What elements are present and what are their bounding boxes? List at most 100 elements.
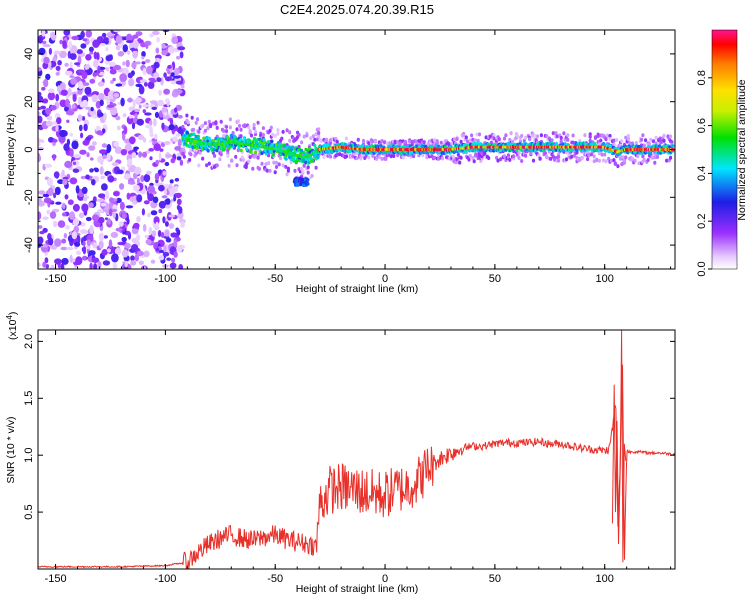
halo-cell [466,139,470,144]
noise-cell [178,264,184,269]
halo-cell [414,139,418,144]
noise-cell [135,61,141,65]
noise-cell [81,255,88,261]
noise-cell [125,59,130,68]
halo-cell [620,139,624,144]
noise-cell [64,224,70,230]
halo-cell [455,137,459,141]
halo-cell [600,152,604,157]
halo-cell [441,156,445,161]
y-tick-label: -40 [23,237,35,253]
noise-cell [122,44,128,53]
noise-cell [42,261,47,268]
noise-cell [64,62,69,67]
y-tick-label: 1.5 [23,391,35,406]
noise-cell [52,154,56,161]
noise-cell [91,141,97,146]
noise-cell [69,254,73,263]
halo-cell [452,137,457,142]
noise-cell [133,222,140,229]
halo-cell [458,160,462,165]
noise-cell [55,124,59,132]
noise-cell [132,40,139,49]
halo-cell [653,160,657,165]
halo-cell [314,165,318,170]
y-tick-label: 0.5 [23,504,35,519]
noise-cell [148,226,153,236]
ridge-cell [251,140,255,144]
noise-cell [153,118,157,127]
halo-cell [284,164,288,169]
ridge-cell [219,137,223,141]
noise-cell [109,197,114,203]
noise-cell [168,214,176,218]
halo-cell [646,158,650,162]
halo-cell [459,139,463,144]
noise-cell [45,107,52,115]
halo-cell [451,154,455,159]
halo-cell [235,163,239,168]
blob-cell [306,182,310,186]
noise-cell [41,40,47,45]
y-tick-label: 2.0 [23,334,35,349]
halo-cell [211,121,215,126]
noise-cell [153,143,161,151]
ridge-cell [554,141,559,146]
noise-cell [48,47,53,55]
halo-cell [604,159,608,164]
snr-plot-area [38,330,675,569]
noise-cell [63,233,68,239]
halo-cell [524,135,528,140]
noise-cell [88,250,96,256]
halo-cell [512,154,516,159]
halo-cell [410,139,414,144]
halo-cell [539,133,544,138]
noise-cell [78,212,85,219]
x-tick-label: 0 [382,573,388,585]
noise-cell [77,114,83,122]
noise-cell [149,100,158,104]
noise-cell [106,143,112,153]
halo-cell [524,153,528,158]
noise-cell [163,72,167,78]
halo-cell [306,165,310,170]
halo-cell [433,155,437,160]
ridge-cell [671,144,675,148]
noise-cell [113,141,119,148]
noise-cell [80,132,84,139]
noise-cell [141,56,145,60]
noise-cell [153,61,160,69]
halo-cell [483,151,487,156]
noise-cell [105,217,108,221]
halo-cell [203,121,207,126]
noise-cell [164,161,170,167]
noise-cell [131,244,139,251]
noise-cell [108,208,113,217]
halo-cell [398,141,402,146]
noise-cell [43,197,52,204]
noise-cell [147,81,155,89]
halo-cell [281,163,285,168]
halo-cell [189,148,193,153]
noise-cell [102,260,111,266]
noise-cell [46,177,54,187]
halo-cell [207,119,211,124]
noise-cell [50,31,57,41]
halo-cell [404,140,408,144]
noise-cell [145,239,152,245]
noise-cell [104,96,109,101]
noise-cell [53,50,62,55]
noise-cell [143,200,150,205]
noise-cell [53,220,58,228]
halo-cell [214,120,218,125]
noise-cell [134,254,140,262]
noise-cell [121,236,127,243]
halo-cell [380,139,384,143]
noise-cell [115,35,123,44]
noise-cell [69,148,74,158]
halo-cell [510,139,515,144]
halo-cell [612,158,616,163]
noise-cell [113,92,120,98]
halo-cell [364,153,368,158]
ridge-cell [304,147,308,152]
